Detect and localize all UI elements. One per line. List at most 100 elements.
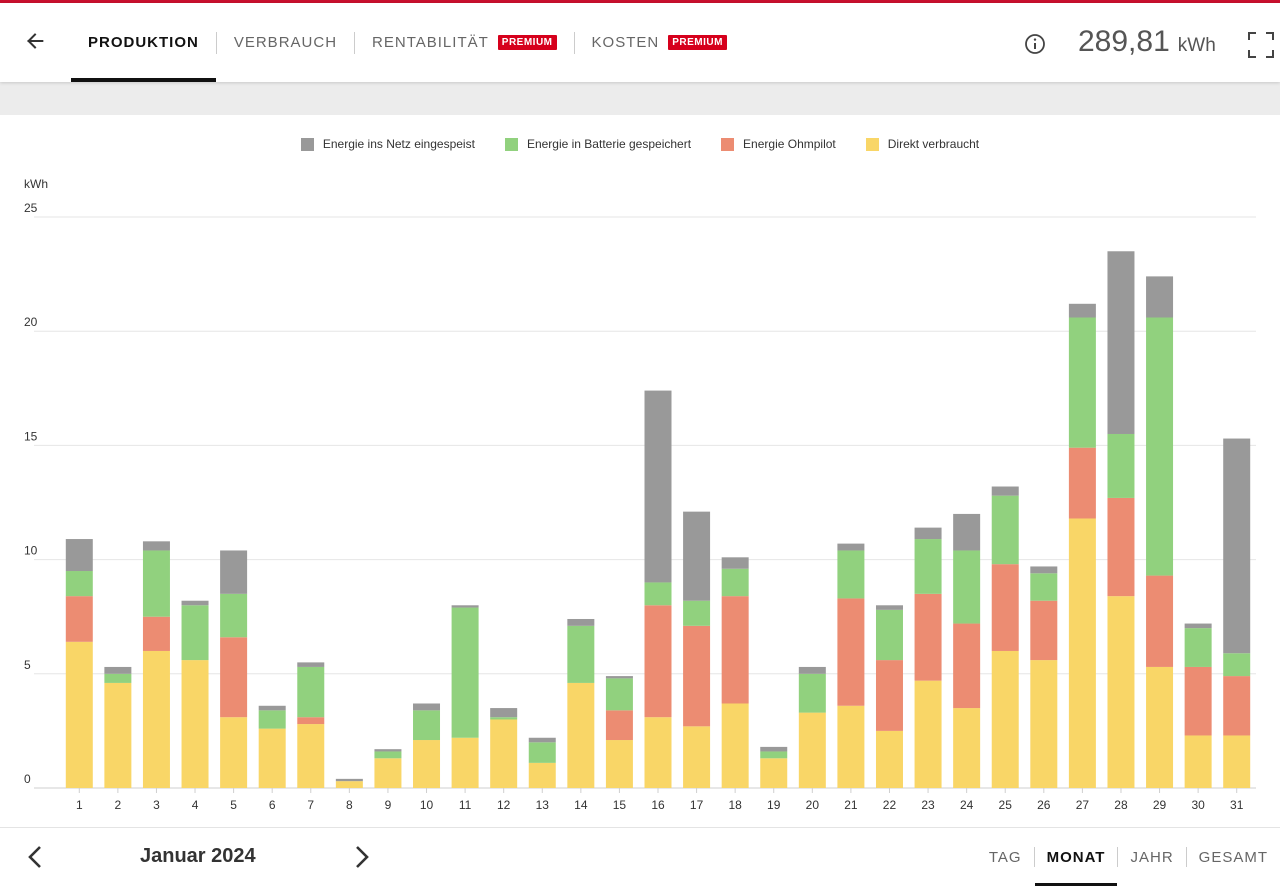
x-tick-label: 1 — [76, 798, 83, 812]
tab-produktion[interactable]: PRODUKTION — [71, 3, 216, 82]
bar-segment — [1184, 735, 1212, 788]
bar-segment — [181, 660, 209, 788]
fullscreen-icon — [1248, 32, 1274, 58]
bar-segment — [875, 609, 903, 661]
tab-divider — [215, 31, 217, 54]
bar-segment — [490, 719, 518, 788]
range-label: MONAT — [1046, 848, 1106, 866]
tab-divider — [573, 31, 575, 54]
y-tick-label: 10 — [24, 544, 38, 558]
x-tick-label: 18 — [728, 798, 742, 812]
tab-label: PRODUKTION — [88, 34, 199, 51]
total-energy-value: 289,81 — [1078, 25, 1170, 58]
tab-kosten[interactable]: KOSTEN PREMIUM — [575, 3, 744, 82]
total-energy: 289,81 kWh — [1078, 25, 1216, 59]
bar-segment — [1030, 573, 1058, 601]
tab-label: VERBRAUCH — [233, 34, 338, 51]
chart-card — [0, 115, 1280, 827]
range-selector: TAG MONAT JAHR GESAMT — [977, 828, 1280, 886]
bar-segment — [1030, 566, 1058, 574]
y-axis-unit-label: kWh — [24, 177, 48, 191]
premium-badge: PREMIUM — [497, 35, 557, 50]
bar-segment — [335, 781, 363, 788]
tab-verbrauch[interactable]: VERBRAUCH — [217, 3, 354, 82]
bar-segment — [528, 762, 556, 788]
bar-segment — [953, 513, 981, 551]
bar-segment — [605, 678, 633, 711]
bar-segment — [1030, 660, 1058, 788]
bar-segment — [837, 598, 865, 706]
content-spacer — [0, 82, 1280, 115]
x-tick-label: 25 — [999, 798, 1013, 812]
tab-bar: PRODUKTION VERBRAUCH RENTABILITÄT PREMIU… — [71, 3, 744, 82]
bar-segment — [991, 495, 1019, 565]
bar-segment — [142, 541, 170, 551]
bar-segment — [220, 717, 248, 788]
bar-segment — [451, 607, 479, 738]
bar-segment — [644, 605, 672, 718]
chevron-left-icon — [28, 846, 41, 868]
x-tick-label: 13 — [536, 798, 550, 812]
bar-segment — [142, 650, 170, 788]
fullscreen-button[interactable] — [1247, 31, 1275, 59]
bar-segment — [1223, 653, 1251, 677]
bar-segment — [1107, 251, 1135, 434]
back-button[interactable] — [22, 28, 48, 54]
range-divider — [1033, 847, 1035, 867]
bar-segment — [875, 660, 903, 731]
bar-segment — [65, 641, 93, 788]
legend-item-battery[interactable]: Energie in Batterie gespeichert — [504, 137, 692, 151]
bar-segment — [1107, 596, 1135, 788]
range-monat[interactable]: MONAT — [1034, 828, 1118, 886]
legend-label: Energie ins Netz eingespeist — [322, 137, 475, 151]
bar-segment — [605, 710, 633, 741]
bar-segment — [297, 666, 325, 718]
period-label[interactable]: Januar 2024 — [140, 845, 256, 867]
tab-rentabilitaet[interactable]: RENTABILITÄT PREMIUM — [355, 3, 573, 82]
x-tick-label: 30 — [1191, 798, 1205, 812]
range-gesamt[interactable]: GESAMT — [1187, 828, 1280, 886]
range-jahr[interactable]: JAHR — [1118, 828, 1185, 886]
y-tick-label: 25 — [24, 201, 38, 215]
next-period-button[interactable] — [349, 844, 373, 870]
range-tag[interactable]: TAG — [977, 828, 1034, 886]
legend-swatch — [300, 137, 314, 151]
top-bar: PRODUKTION VERBRAUCH RENTABILITÄT PREMIU… — [0, 3, 1280, 82]
legend-item-grid[interactable]: Energie ins Netz eingespeist — [300, 137, 475, 151]
bar-segment — [683, 600, 711, 626]
bar-segment — [297, 662, 325, 667]
bar-segment — [65, 539, 93, 572]
x-tick-label: 5 — [230, 798, 237, 812]
x-tick-label: 24 — [960, 798, 974, 812]
range-label: TAG — [988, 848, 1022, 866]
bar-segment — [490, 708, 518, 718]
bar-segment — [991, 564, 1019, 651]
bar-segment — [914, 680, 942, 788]
legend-label: Energie Ohmpilot — [743, 137, 836, 151]
x-tick-label: 29 — [1153, 798, 1167, 812]
bar-segment — [528, 737, 556, 743]
bar-segment — [1184, 628, 1212, 667]
bar-segment — [258, 728, 286, 788]
info-button[interactable] — [1024, 33, 1046, 55]
bar-segment — [451, 605, 479, 608]
x-tick-label: 19 — [767, 798, 781, 812]
bar-segment — [760, 746, 788, 752]
bar-segment — [914, 593, 942, 681]
range-label: GESAMT — [1198, 848, 1268, 866]
legend-item-ohmpilot[interactable]: Energie Ohmpilot — [721, 137, 836, 151]
bar-segment — [1146, 666, 1174, 788]
bar-segment — [567, 682, 595, 788]
bar-segment — [760, 751, 788, 759]
bar-segment — [837, 543, 865, 551]
previous-period-button[interactable] — [24, 844, 48, 870]
bar-segment — [1107, 433, 1135, 498]
bar-segment — [798, 712, 826, 788]
bar-segment — [837, 550, 865, 599]
tab-divider — [354, 31, 356, 54]
bar-segment — [374, 749, 402, 752]
legend-item-direct[interactable]: Direkt verbraucht — [865, 137, 979, 151]
legend-label: Energie in Batterie gespeichert — [526, 137, 692, 151]
x-tick-label: 31 — [1230, 798, 1244, 812]
bar-segment — [1068, 317, 1096, 448]
